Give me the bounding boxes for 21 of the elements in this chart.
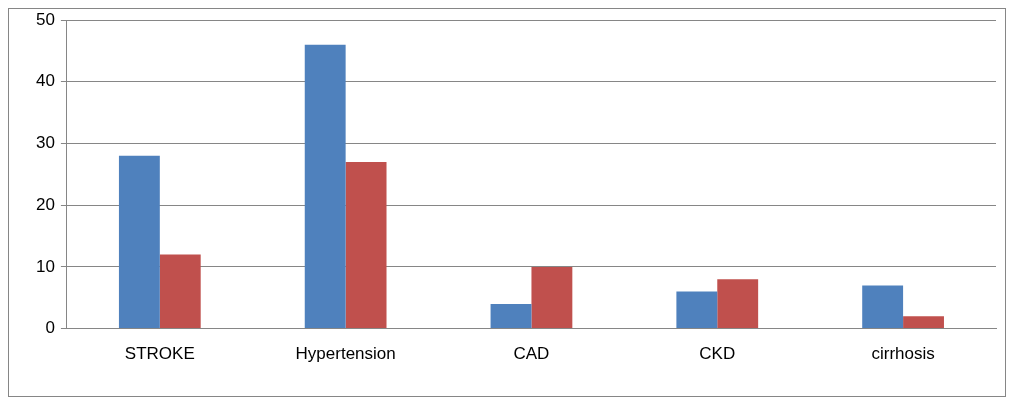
y-tick-label: 50: [35, 9, 55, 29]
bar: [159, 254, 201, 329]
x-tick-label: STROKE: [124, 344, 195, 364]
y-tick-label: 30: [35, 133, 55, 153]
y-tick-label: 20: [35, 194, 55, 214]
bar: [676, 291, 718, 329]
y-tick-label: 10: [35, 256, 55, 276]
bar: [118, 155, 160, 329]
x-tick-label: Hypertension: [295, 344, 396, 364]
x-tick-label: CAD: [513, 344, 550, 364]
bar: [304, 44, 346, 329]
x-tick-label: CKD: [699, 344, 736, 364]
bar: [903, 316, 944, 329]
x-tick-label: cirrhosis: [871, 344, 935, 364]
y-tick-label: 40: [35, 71, 55, 91]
bar: [862, 285, 904, 329]
y-tick-label: 0: [45, 318, 55, 338]
bar: [345, 161, 387, 329]
bar: [531, 266, 573, 329]
bar: [717, 279, 759, 329]
bar: [490, 303, 532, 329]
